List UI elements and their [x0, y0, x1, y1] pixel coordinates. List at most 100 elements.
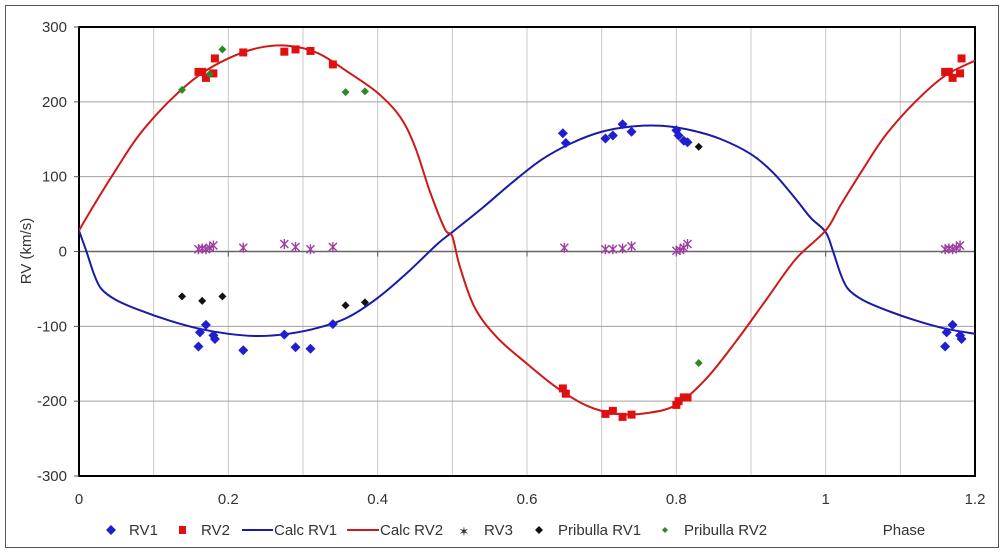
data-point: [673, 130, 684, 141]
data-point: [618, 412, 627, 421]
legend-item-rv3: ✶ RV3: [459, 522, 513, 539]
calc-rv1-curve: [79, 124, 975, 338]
y-tick-label: -100: [37, 318, 67, 335]
data-point: [956, 334, 967, 345]
data-point: [279, 239, 289, 250]
data-point: [305, 244, 315, 255]
x-tick-label: 1.2: [965, 491, 986, 508]
y-tick-label: 200: [42, 94, 67, 111]
data-point: [198, 67, 207, 76]
rv1-points: [193, 119, 967, 356]
data-point: [627, 241, 637, 252]
data-point: [558, 384, 567, 393]
data-point: [955, 240, 965, 251]
legend-item-calc-rv1: Calc RV1: [242, 522, 337, 539]
x-tick-label: 1: [821, 491, 829, 508]
diamond-marker-icon: [662, 527, 668, 533]
legend-item-pribulla-rv2: Pribulla RV2: [662, 522, 767, 539]
legend-label: Calc RV1: [274, 522, 337, 539]
data-point: [218, 292, 227, 301]
data-point: [194, 327, 205, 338]
data-point: [218, 45, 227, 54]
data-point: [198, 296, 207, 305]
data-point: [694, 359, 703, 368]
data-point: [600, 244, 610, 255]
data-point: [618, 243, 628, 254]
data-point: [559, 242, 569, 253]
y-axis-label: RV (km/s): [18, 218, 35, 284]
data-point: [608, 244, 618, 255]
data-point: [306, 46, 315, 55]
data-point: [626, 126, 637, 137]
legend-label: Pribulla RV1: [558, 522, 641, 539]
chart-frame: 0 0.2 0.4 0.6 0.8 1 1.2 300 200 100 0 -100 -200 -300…: [5, 5, 999, 548]
data-point: [627, 410, 636, 419]
data-point: [327, 319, 338, 330]
data-point: [561, 389, 570, 398]
legend-label: Pribulla RV2: [684, 522, 767, 539]
data-point: [341, 301, 350, 310]
zero-line: [79, 250, 975, 257]
data-point: [239, 48, 248, 57]
data-point: [360, 87, 369, 96]
data-point: [200, 319, 211, 330]
data-point: [209, 69, 218, 78]
data-point: [941, 327, 952, 338]
data-point: [205, 70, 214, 79]
data-point: [210, 54, 219, 63]
y-tick-label: -300: [37, 468, 67, 485]
legend-label: RV3: [484, 522, 513, 539]
data-point: [290, 342, 301, 353]
data-point: [305, 343, 316, 354]
pribulla-rv1-points: [178, 142, 703, 310]
data-point: [209, 334, 220, 345]
x-tick-label: 0.8: [666, 491, 687, 508]
data-point: [956, 69, 965, 78]
data-point: [944, 67, 953, 76]
legend-item-pribulla-rv1: Pribulla RV1: [535, 522, 641, 539]
pribulla-rv2-points: [178, 45, 703, 368]
y-tick-label: 300: [42, 19, 67, 36]
y-tick-label: 100: [42, 169, 67, 186]
data-point: [341, 88, 350, 97]
x-tick-label: 0: [75, 491, 83, 508]
data-point: [201, 73, 210, 82]
data-point: [608, 406, 617, 415]
data-point: [940, 341, 951, 352]
data-point: [682, 137, 693, 148]
square-marker-icon: [179, 526, 186, 534]
x-axis-label: Phase: [883, 522, 926, 539]
data-point: [674, 397, 683, 406]
rv2-points: [194, 45, 966, 421]
data-point: [291, 242, 301, 253]
legend-label: RV2: [201, 522, 230, 539]
diamond-marker-icon: [106, 525, 116, 535]
data-point: [617, 119, 628, 130]
data-point: [601, 409, 610, 418]
legend: RV1 RV2 Calc RV1 Calc RV2 ✶ RV3 Pribulla…: [106, 522, 767, 539]
legend-label: Calc RV2: [380, 522, 443, 539]
legend-item-rv1: RV1: [106, 522, 158, 539]
data-point: [178, 85, 187, 94]
diamond-marker-icon: [535, 526, 543, 534]
legend-label: RV1: [129, 522, 158, 539]
data-point: [694, 142, 703, 151]
x-tick-labels: 0 0.2 0.4 0.6 0.8 1 1.2: [75, 491, 986, 508]
y-tick-label: 0: [59, 244, 67, 261]
data-point: [947, 319, 958, 330]
y-tick-labels: 300 200 100 0 -100 -200 -300: [37, 19, 79, 485]
data-points: [178, 45, 967, 421]
legend-item-rv2: RV2: [179, 522, 230, 539]
data-point: [328, 242, 338, 253]
star-marker-icon: ✶: [459, 524, 470, 539]
data-point: [600, 133, 611, 144]
rv3-points: [193, 239, 965, 256]
data-point: [360, 298, 369, 307]
data-point: [280, 47, 289, 56]
rv-phase-chart: 0 0.2 0.4 0.6 0.8 1 1.2 300 200 100 0 -100 -200 -300…: [18, 19, 986, 539]
x-tick-label: 0.4: [367, 491, 388, 508]
data-point: [957, 54, 966, 63]
data-point: [238, 242, 248, 253]
data-point: [948, 73, 957, 82]
x-tick-label: 0.6: [517, 491, 538, 508]
